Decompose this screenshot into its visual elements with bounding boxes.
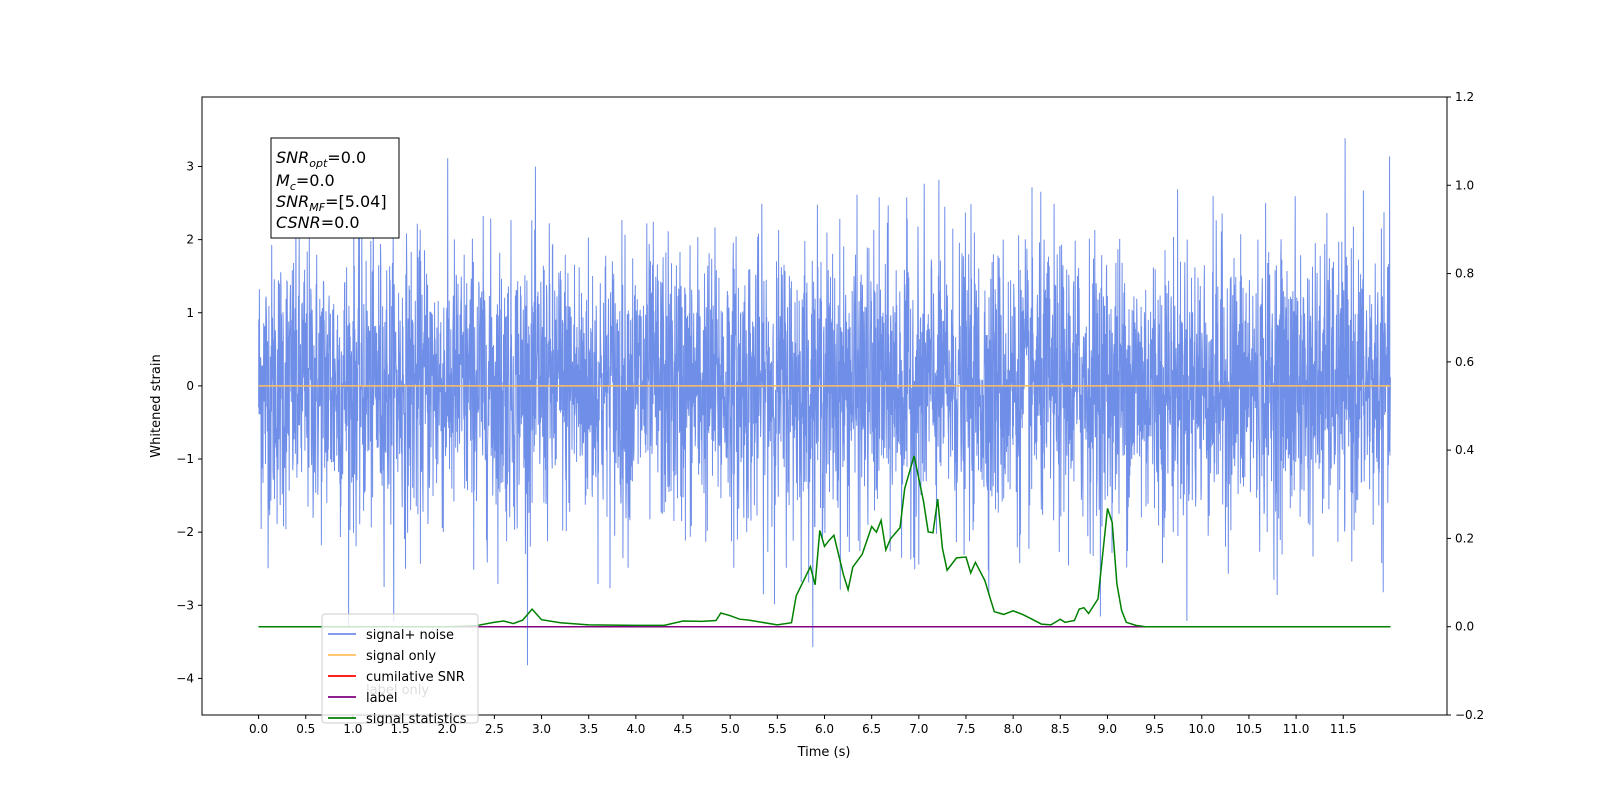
y-tick-label: 3 bbox=[186, 159, 194, 173]
legend-hidden-entry: label only bbox=[366, 683, 429, 698]
annotation-snr-mf: SNRMF=[5.04] bbox=[276, 192, 387, 214]
y-tick-label: 2 bbox=[186, 233, 194, 247]
x-tick-label: 7.5 bbox=[956, 722, 975, 736]
x-tick-label: 2.5 bbox=[485, 722, 504, 736]
x-tick-label: 4.0 bbox=[626, 722, 645, 736]
x-tick-label: 1.0 bbox=[343, 722, 362, 736]
x-axis-ticks: 0.0 0.5 1.0 1.5 2.0 2.5 3.0 3.5 4.0 4.5 5.0 5.5 6.0 6… bbox=[249, 715, 1357, 736]
legend-entry-label: signal only bbox=[366, 649, 436, 664]
x-tick-label: 1.5 bbox=[391, 722, 410, 736]
x-tick-label: 4.5 bbox=[673, 722, 692, 736]
x-tick-label: 2.0 bbox=[438, 722, 457, 736]
x-tick-label: 6.5 bbox=[862, 722, 881, 736]
y2-tick-label: 0.0 bbox=[1455, 620, 1474, 634]
annotation-csnr: CSNR=0.0 bbox=[276, 213, 360, 232]
legend-entry-label: label bbox=[366, 691, 397, 706]
y-tick-label: 1 bbox=[186, 306, 194, 320]
x-tick-label: 0.5 bbox=[296, 722, 315, 736]
annotation-box: SNRopt=0.0 Mc=0.0 SNRMF=[5.04] CSNR=0.0 bbox=[270, 137, 400, 239]
x-tick-label: 10.0 bbox=[1188, 722, 1215, 736]
annotation-mc: Mc=0.0 bbox=[276, 171, 335, 193]
x-tick-label: 9.0 bbox=[1098, 722, 1117, 736]
y-tick-label: −3 bbox=[176, 598, 194, 612]
legend-entry-label: signal+ noise bbox=[366, 628, 454, 643]
legend-entry-label: signal statistics bbox=[366, 712, 467, 727]
x-tick-label: 8.0 bbox=[1004, 722, 1023, 736]
x-tick-label: 7.0 bbox=[909, 722, 928, 736]
x-axis-label: Time (s) bbox=[797, 745, 851, 760]
y-tick-label: 0 bbox=[186, 379, 194, 393]
y2-tick-label: 0.2 bbox=[1455, 531, 1474, 545]
y2-tick-label: 0.8 bbox=[1455, 267, 1474, 281]
y2-tick-label: −0.2 bbox=[1455, 708, 1484, 722]
y2-tick-label: 0.6 bbox=[1455, 355, 1474, 369]
x-tick-label: 10.5 bbox=[1236, 722, 1263, 736]
x-tick-label: 11.5 bbox=[1330, 722, 1357, 736]
series-signal-statistics-line bbox=[258, 455, 1391, 628]
y-axis-ticks: 3 2 1 0 −1 −2 −3 −4 bbox=[176, 159, 202, 685]
x-tick-label: 5.5 bbox=[768, 722, 787, 736]
legend-entry-label: cumilative SNR bbox=[366, 670, 465, 685]
y-tick-label: −1 bbox=[176, 452, 194, 466]
x-tick-label: 3.0 bbox=[532, 722, 551, 736]
x-tick-label: 0.0 bbox=[249, 722, 268, 736]
y2-axis-ticks: 1.2 1.0 0.8 0.6 0.4 0.2 0.0 −0.2 bbox=[1447, 90, 1484, 722]
y2-tick-label: 1.0 bbox=[1455, 178, 1474, 192]
y-tick-label: −2 bbox=[176, 525, 194, 539]
x-tick-label: 3.5 bbox=[579, 722, 598, 736]
x-tick-label: 8.5 bbox=[1051, 722, 1070, 736]
x-tick-label: 5.0 bbox=[721, 722, 740, 736]
series-signal-noise-line bbox=[258, 138, 1391, 666]
x-tick-label: 6.0 bbox=[815, 722, 834, 736]
y-axis-label: Whitened strain bbox=[149, 354, 164, 457]
y2-tick-label: 1.2 bbox=[1455, 90, 1474, 104]
legend-box bbox=[321, 613, 479, 724]
y2-tick-label: 0.4 bbox=[1455, 443, 1474, 457]
y-tick-label: −4 bbox=[176, 671, 194, 685]
x-tick-label: 9.5 bbox=[1145, 722, 1164, 736]
legend: label only signal+ noise signal only cumil… bbox=[321, 613, 479, 727]
annotation-snr-opt: SNRopt=0.0 bbox=[276, 148, 366, 170]
x-tick-label: 11.0 bbox=[1283, 722, 1310, 736]
